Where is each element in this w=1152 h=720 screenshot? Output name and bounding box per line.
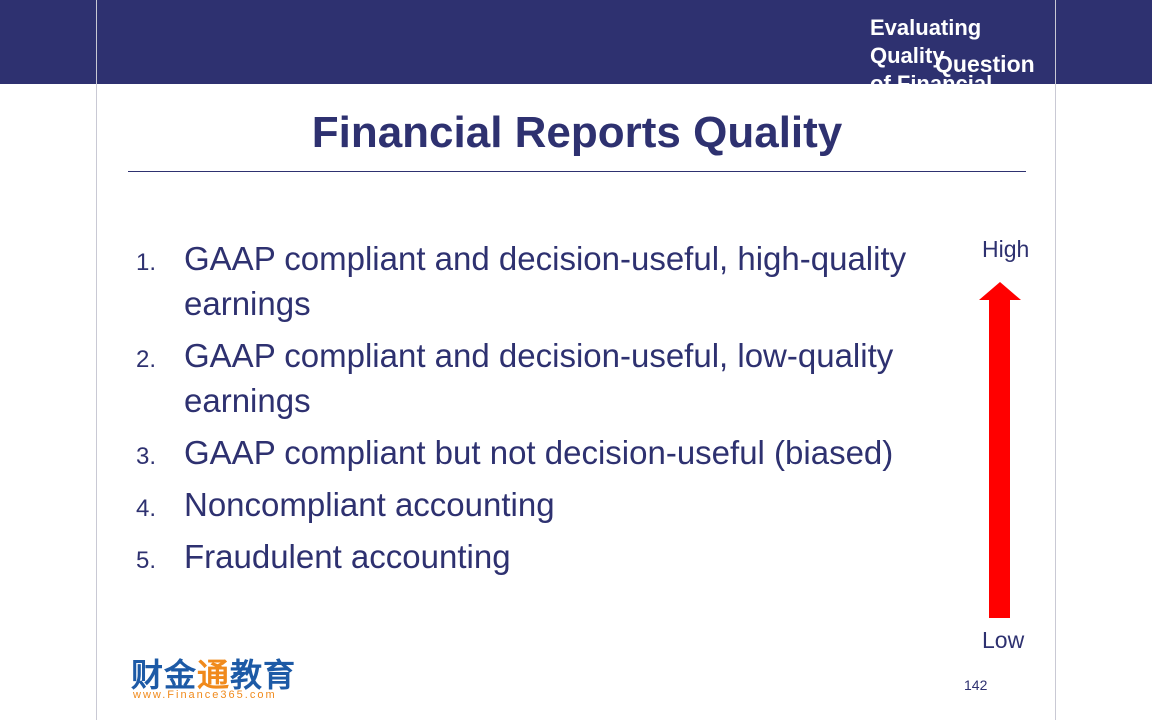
section-line: Evaluating bbox=[870, 15, 982, 40]
section-line: of Financial bbox=[870, 71, 993, 84]
list-item: 5. Fraudulent accounting bbox=[136, 534, 1006, 579]
slide-border-left bbox=[96, 0, 97, 720]
list-item: 4. Noncompliant accounting bbox=[136, 482, 1006, 527]
header-band bbox=[0, 0, 1152, 84]
list-item: 3. GAAP compliant but not decision-useful… bbox=[136, 430, 1036, 475]
item-number: 1. bbox=[136, 249, 157, 276]
item-text: Noncompliant accounting bbox=[184, 486, 555, 523]
slide-border-right bbox=[1055, 0, 1056, 720]
item-number: 5. bbox=[136, 547, 157, 574]
item-number: 3. bbox=[136, 443, 157, 470]
arrow-head-icon bbox=[979, 282, 1021, 300]
list-item: 1. GAAP compliant and decision-useful, hi… bbox=[136, 236, 1006, 326]
question-label: Question bbox=[935, 51, 1035, 77]
high-label: High bbox=[982, 236, 1030, 262]
logo-text: 财金 bbox=[131, 657, 198, 693]
quality-arrow bbox=[989, 298, 1010, 618]
item-text: GAAP compliant but not decision-useful (… bbox=[184, 434, 894, 471]
logo-text: 教育 bbox=[230, 657, 297, 693]
item-text: GAAP compliant and decision-useful, high… bbox=[184, 240, 907, 322]
logo-text: 通 bbox=[197, 657, 231, 693]
logo: 财金通教育 bbox=[131, 650, 296, 696]
list-item: 2. GAAP compliant and decision-useful, lo… bbox=[136, 333, 1006, 423]
item-text: GAAP compliant and decision-useful, low-… bbox=[184, 337, 894, 419]
item-number: 2. bbox=[136, 346, 157, 373]
title-rule bbox=[128, 171, 1026, 172]
item-text: Fraudulent accounting bbox=[184, 538, 511, 575]
page-number: 142 bbox=[964, 677, 988, 693]
low-label: Low bbox=[982, 627, 1025, 653]
slide-title: Financial Reports Quality bbox=[311, 108, 843, 157]
section-title: Evaluating Quality of Financial bbox=[870, 14, 1060, 84]
section-line: Quality bbox=[870, 43, 945, 68]
logo-url: www.Finance365.com bbox=[133, 689, 277, 701]
item-number: 4. bbox=[136, 495, 157, 522]
